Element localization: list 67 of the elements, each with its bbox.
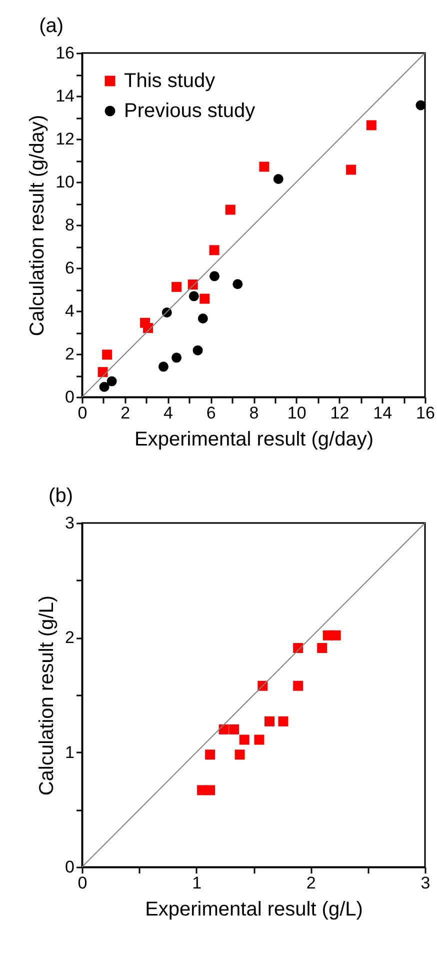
point [200,294,210,304]
y-axis-title: Calculation result (g/day) [26,114,49,336]
y-tick-label: 2 [65,344,74,364]
point [264,716,275,726]
point [330,630,341,640]
point [273,174,284,184]
point [225,204,236,215]
x-tick-label: 2 [306,874,316,892]
x-tick-label: 8 [249,404,259,422]
x-tick-label: 2 [120,404,130,422]
y-tick-label: 3 [65,514,74,532]
x-tick-label: 12 [330,404,350,422]
x-tick-label: 3 [420,874,430,892]
x-axis-title: Experimental result (g/L) [145,898,363,920]
x-tick-label: 14 [373,404,392,422]
x-tick-label: 0 [78,404,88,422]
legend-label: This study [124,70,216,92]
point [205,785,216,796]
y-tick-label: 1 [65,742,74,762]
point [234,750,245,760]
x-tick-label: 6 [206,404,216,422]
point [106,376,117,386]
y-axis-title: Calculation result (g/L) [36,595,58,796]
point [366,120,376,130]
point [209,271,220,282]
x-tick-label: 10 [287,404,306,422]
point [99,382,110,392]
point [98,367,108,378]
point [317,642,328,653]
point [143,322,154,333]
point [209,245,220,256]
chart-title: (a) [39,15,64,37]
y-tick-label: 4 [65,302,74,320]
point [416,100,426,110]
point [192,345,203,356]
y-tick-label: 0 [65,388,74,406]
point [172,352,182,363]
point [346,164,356,175]
point [172,282,182,292]
point [259,162,270,172]
legend-label: Previous study [124,100,256,122]
point [102,350,112,360]
y-tick-label: 16 [56,44,74,62]
point [232,279,243,290]
x-tick-label: 0 [78,874,88,892]
x-tick-label: 16 [416,404,435,422]
y-tick-label: 0 [65,858,74,876]
x-tick-label: 1 [192,874,202,892]
y-tick-label: 10 [56,172,74,192]
y-tick-label: 2 [65,628,74,648]
point [218,724,229,734]
point [198,314,208,324]
point [158,362,168,372]
chart-title: (b) [48,485,73,507]
point [239,734,250,745]
point [188,291,199,302]
y-tick-label: 8 [65,216,74,234]
x-tick-label: 4 [164,404,173,422]
point [205,750,216,760]
y-tick-label: 12 [56,130,74,148]
x-axis-title: Experimental result (g/day) [134,428,374,450]
y-tick-label: 6 [65,258,74,278]
point [278,716,288,726]
point [293,680,304,691]
point [229,724,240,734]
y-tick-label: 14 [56,86,74,106]
point [254,734,264,745]
